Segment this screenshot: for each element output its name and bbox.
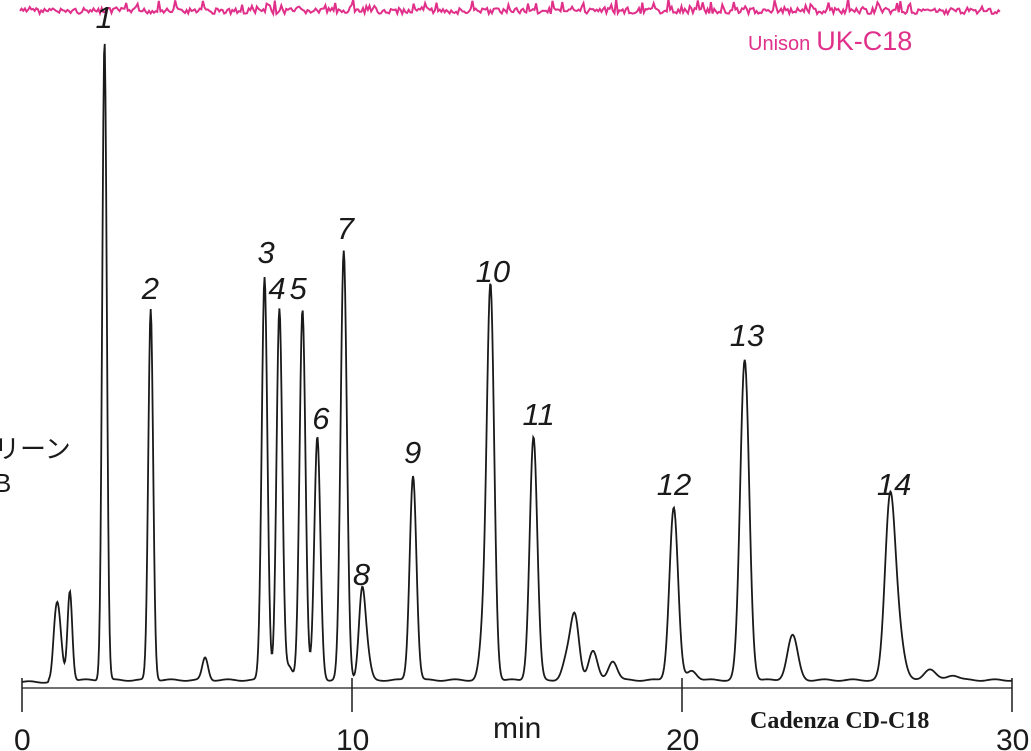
peak-label-9: 9 bbox=[404, 435, 421, 470]
peak-label-13: 13 bbox=[730, 318, 764, 353]
upper-column-name: Unison UK-C18 bbox=[748, 26, 912, 56]
peak-label-2: 2 bbox=[141, 271, 159, 306]
side-label-line-1: リーン bbox=[0, 434, 71, 464]
peak-label-4: 4 bbox=[268, 271, 285, 306]
peak-label-14: 14 bbox=[877, 467, 911, 502]
lower-column-label: Cadenza CD-C18 bbox=[750, 708, 929, 734]
peak-label-11: 11 bbox=[523, 397, 555, 432]
lower-chromatogram-trace bbox=[21, 43, 1013, 684]
peak-label-12: 12 bbox=[657, 467, 691, 502]
x-tick-label-20: 20 bbox=[666, 724, 699, 751]
peak-label-8: 8 bbox=[353, 557, 371, 592]
peak-label-1: 1 bbox=[96, 0, 113, 35]
peak-label-3: 3 bbox=[258, 235, 275, 270]
x-tick-label-10: 10 bbox=[336, 724, 369, 751]
upper-chromatogram-trace bbox=[19, 0, 1001, 18]
side-label-line-2: B bbox=[0, 468, 11, 498]
x-tick-label-0: 0 bbox=[14, 724, 31, 751]
x-tick-label-30: 30 bbox=[996, 724, 1029, 751]
peak-label-7: 7 bbox=[337, 211, 356, 246]
upper-column-label-model: UK-C18 bbox=[816, 26, 912, 56]
peak-label-10: 10 bbox=[476, 254, 510, 289]
peak-label-5: 5 bbox=[290, 271, 308, 306]
peak-label-6: 6 bbox=[312, 401, 330, 436]
x-axis-ticks bbox=[21, 678, 1013, 712]
upper-column-label-brand: Unison bbox=[748, 33, 810, 55]
x-axis-label: min bbox=[493, 712, 541, 745]
x-axis-tick-labels: 0 10 20 30 bbox=[14, 724, 1029, 751]
